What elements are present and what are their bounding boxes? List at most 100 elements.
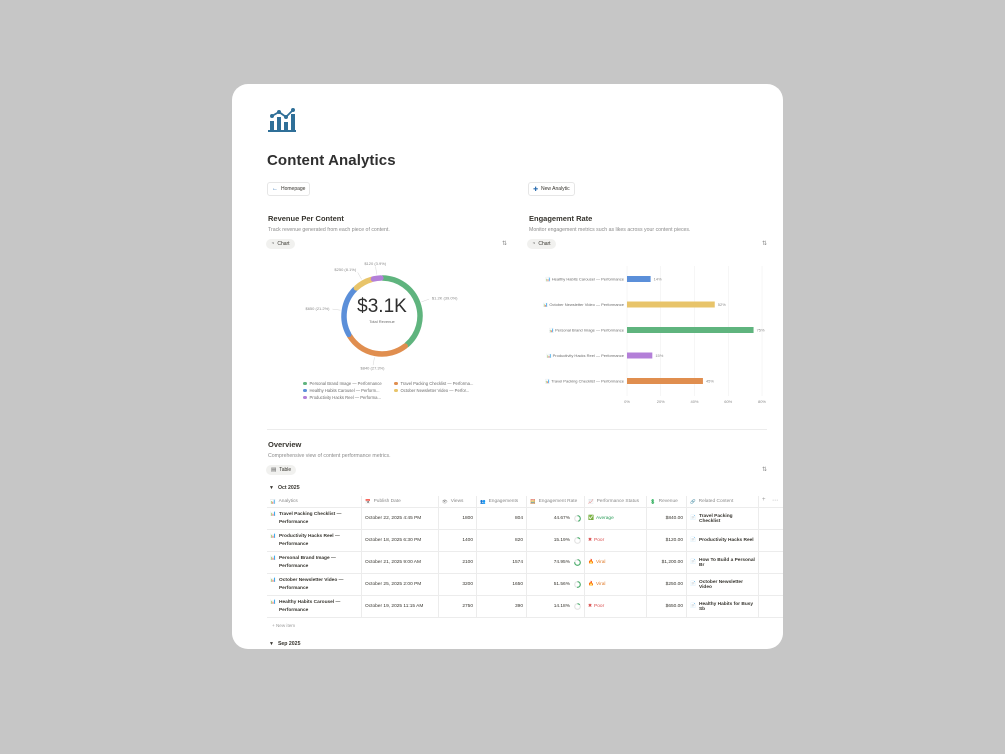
filter-settings-icon[interactable]: ⇅ <box>762 467 768 473</box>
revenue-cell[interactable]: $840.00 <box>647 508 687 529</box>
table-row[interactable]: 📊 Travel Packing Checklist — Performance O… <box>267 508 783 530</box>
revenue-title: Revenue Per Content <box>268 214 344 223</box>
revenue-cell[interactable]: $250.00 <box>647 574 687 595</box>
column-header[interactable]: 🧮 Engagement Rate <box>527 496 585 507</box>
filter-settings-icon[interactable]: ⇅ <box>762 241 768 247</box>
status-cell[interactable]: ✅ Average <box>585 508 647 529</box>
group-toggle-sep[interactable]: ▼ Sep 2025 <box>269 641 300 647</box>
publish-date-cell[interactable]: October 18, 2025 6:30 PM <box>362 530 439 551</box>
engagements-cell[interactable]: 1650 <box>477 574 527 595</box>
engagement-bar-chart: 0% 20% 40% 60% 80% 📊 Healthy Habits Carousel … <box>543 266 766 404</box>
column-header[interactable]: 👁 Views <box>439 496 477 507</box>
group-toggle-oct[interactable]: ▼ Oct 2025 <box>269 485 300 491</box>
new-analytic-button[interactable]: ✚ New Analytic <box>528 182 575 196</box>
analytics-cell[interactable]: 📊 Healthy Habits Carousel — Performance <box>267 596 362 617</box>
revenue-cell-text: $840.00 <box>665 516 683 521</box>
publish-date-cell[interactable]: October 19, 2025 11:15 AM <box>362 596 439 617</box>
bar-value-label: 15% <box>655 353 663 358</box>
views-cell[interactable]: 1400 <box>439 530 477 551</box>
status-cell[interactable]: 🔥 Viral <box>585 552 647 573</box>
donut-slice[interactable] <box>370 275 384 282</box>
status-cell[interactable]: 🔥 Viral <box>585 574 647 595</box>
new-item-label: New item <box>275 623 296 628</box>
views-cell-text: 2100 <box>462 560 473 565</box>
page-title: Content Analytics <box>267 152 396 169</box>
column-header[interactable]: 📅 Publish Date <box>362 496 439 507</box>
content-card: Content Analytics ← Homepage ✚ New Analy… <box>232 84 783 649</box>
column-header[interactable]: 📊 Analytics <box>267 496 362 507</box>
more-options-icon[interactable]: ⋯ <box>772 498 778 504</box>
engagement-rate-cell[interactable]: 44.67% <box>527 508 585 529</box>
analytics-cell[interactable]: 📊 Personal Brand Image — Performance <box>267 552 362 573</box>
analytics-cell[interactable]: 📊 Travel Packing Checklist — Performance <box>267 508 362 529</box>
engagement-bar[interactable] <box>627 352 653 359</box>
overview-description: Comprehensive view of content performanc… <box>268 453 391 459</box>
table-body: 📊 Travel Packing Checklist — Performance O… <box>267 508 783 618</box>
publish-date-cell[interactable]: October 21, 2025 9:00 AM <box>362 552 439 573</box>
donut-center-label: Total Revenue <box>369 319 395 324</box>
revenue-donut-chart: $3.1K Total Revenue $1.2K (39.0%) $840 (2… <box>305 261 458 371</box>
table-row[interactable]: 📊 October Newsletter Video — Performance O… <box>267 574 783 596</box>
column-header[interactable]: 📈 Performance Status <box>585 496 647 507</box>
overview-table-view-tab[interactable]: ▤ Table <box>266 465 297 475</box>
publish-date-cell[interactable]: October 22, 2025 4:45 PM <box>362 508 439 529</box>
related-content-cell[interactable]: 📄 October Newsletter Video <box>687 574 759 595</box>
engagements-cell-text: 804 <box>514 516 523 521</box>
related-content-cell[interactable]: 📄 Healthy Habits for Busy Sb <box>687 596 759 617</box>
engagements-cell[interactable]: 1574 <box>477 552 527 573</box>
views-cell[interactable]: 1800 <box>439 508 477 529</box>
analytics-cell-text: Personal Brand Image — Performance <box>278 556 336 569</box>
engagement-bar[interactable] <box>627 378 703 384</box>
donut-slice[interactable] <box>380 275 423 348</box>
revenue-cell[interactable]: $1,200.00 <box>647 552 687 573</box>
engagement-bar[interactable] <box>627 301 715 308</box>
homepage-button[interactable]: ← Homepage <box>267 182 311 196</box>
revenue-cell-text: $650.00 <box>665 604 683 609</box>
engagement-bar[interactable] <box>627 276 651 282</box>
engagement-rate-cell[interactable]: 74.95% <box>527 552 585 573</box>
related-content-cell[interactable]: 📄 Travel Packing Checklist <box>687 508 759 529</box>
revenue-chart-view-tab[interactable]: ◔ Chart <box>266 239 295 249</box>
revenue-cell[interactable]: $120.00 <box>647 530 687 551</box>
bar-value-label: 45% <box>706 379 714 384</box>
views-cell[interactable]: 2750 <box>439 596 477 617</box>
engagement-rate-cell[interactable]: 14.18% <box>527 596 585 617</box>
engagement-chart-view-tab[interactable]: ◔ Chart <box>527 239 556 249</box>
group-label: Oct 2025 <box>277 485 300 491</box>
status-cell[interactable]: ✖ Poor <box>585 596 647 617</box>
table-row[interactable]: 📊 Personal Brand Image — Performance Octob… <box>267 552 783 574</box>
legend-item: Travel Packing Checklist — Performa... <box>394 381 473 386</box>
engagements-cell[interactable]: 804 <box>477 508 527 529</box>
views-cell[interactable]: 3200 <box>439 574 477 595</box>
engagement-bar[interactable] <box>627 327 754 333</box>
column-header[interactable]: 👥 Engagements <box>477 496 527 507</box>
table-row[interactable]: 📊 Productivity Hacks Reel — Performance Oc… <box>267 530 783 552</box>
engagements-cell-text: 1574 <box>512 560 523 565</box>
donut-slice-label: $1.2K (39.0%) <box>432 296 458 301</box>
add-column-icon[interactable]: + <box>762 497 766 503</box>
bar-value-label: 52% <box>718 302 726 307</box>
status-cell[interactable]: ✖ Poor <box>585 530 647 551</box>
engagement-rate-cell[interactable]: 51.56% <box>527 574 585 595</box>
related-content-cell[interactable]: 📄 Productivity Hacks Reel <box>687 530 759 551</box>
engagements-cell[interactable]: 390 <box>477 596 527 617</box>
revenue-cell[interactable]: $650.00 <box>647 596 687 617</box>
analytics-logo-icon <box>268 108 296 132</box>
donut-slice[interactable] <box>346 333 408 357</box>
table-row[interactable]: 📊 Healthy Habits Carousel — Performance Oc… <box>267 596 783 618</box>
related-content-cell[interactable]: 📄 How To Build a Personal Br <box>687 552 759 573</box>
filter-settings-icon[interactable]: ⇅ <box>502 241 508 247</box>
column-header[interactable]: 💲 Revenue <box>647 496 687 507</box>
publish-date-cell[interactable]: October 25, 2025 2:00 PM <box>362 574 439 595</box>
column-header-label: Performance Status <box>596 499 640 504</box>
column-header[interactable]: 🔗 Related Content <box>687 496 759 507</box>
analytics-cell[interactable]: 📊 Productivity Hacks Reel — Performance <box>267 530 362 551</box>
new-item-button[interactable]: + New item <box>272 623 295 628</box>
views-cell[interactable]: 2100 <box>439 552 477 573</box>
analytics-cell[interactable]: 📊 October Newsletter Video — Performance <box>267 574 362 595</box>
donut-slice[interactable] <box>353 276 375 291</box>
engagements-cell[interactable]: 820 <box>477 530 527 551</box>
related-content-cell-text: Productivity Hacks Reel <box>698 538 754 543</box>
engagement-rate-cell[interactable]: 15.19% <box>527 530 585 551</box>
donut-slice[interactable] <box>341 286 358 338</box>
